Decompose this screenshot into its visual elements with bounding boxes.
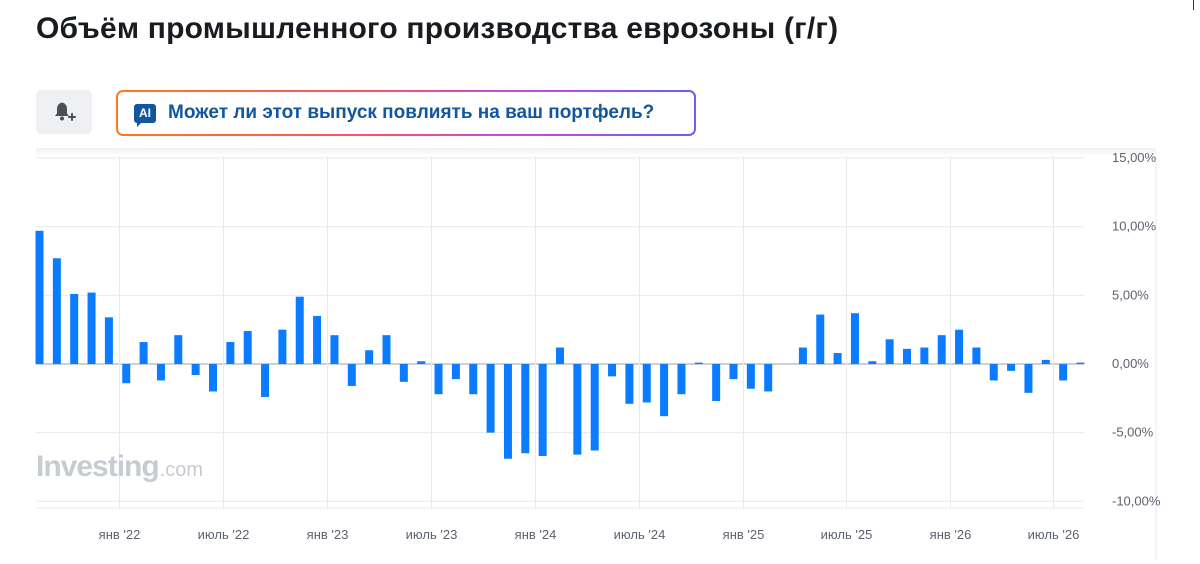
bar[interactable]: [608, 364, 617, 377]
bar[interactable]: [903, 348, 911, 364]
bar[interactable]: [399, 364, 408, 382]
x-tick-label: июль '22: [198, 527, 250, 542]
bar[interactable]: [122, 364, 131, 384]
bar[interactable]: [243, 331, 252, 364]
bar[interactable]: [955, 329, 964, 364]
bar[interactable]: [191, 364, 200, 375]
y-tick-label: 5,00%: [1112, 287, 1149, 302]
x-tick-label: июль '23: [406, 527, 458, 542]
x-axis-labels: янв '22 июль '22 янв '23 июль '23 янв '24 июл…: [99, 527, 1080, 542]
y-tick-label: -10,00%: [1112, 493, 1161, 508]
bar[interactable]: [920, 347, 929, 364]
bar[interactable]: [746, 364, 755, 389]
x-tick-label: янв '26: [930, 527, 972, 542]
bar[interactable]: [538, 364, 547, 456]
x-tick-label: янв '25: [723, 527, 765, 542]
ai-portfolio-prompt[interactable]: AI Может ли этот выпуск повлиять на ваш …: [116, 90, 696, 136]
bar[interactable]: [261, 364, 270, 397]
create-alert-button[interactable]: [36, 90, 92, 134]
y-tick-label: 10,00%: [1112, 219, 1157, 234]
x-tick-label: июль '26: [1028, 527, 1080, 542]
x-tick-label: июль '25: [821, 527, 873, 542]
bar[interactable]: [1041, 359, 1050, 364]
bar[interactable]: [1076, 362, 1085, 364]
bar[interactable]: [156, 364, 165, 381]
bar[interactable]: [174, 335, 183, 364]
bar[interactable]: [590, 364, 599, 451]
bar[interactable]: [295, 296, 304, 364]
bar[interactable]: [729, 364, 738, 380]
bar[interactable]: [1007, 364, 1016, 371]
grid-lines: [36, 156, 1157, 560]
bar[interactable]: [486, 364, 495, 433]
bar[interactable]: [503, 364, 512, 459]
bar[interactable]: [278, 329, 287, 364]
x-tick-label: янв '24: [515, 527, 557, 542]
bar[interactable]: [850, 313, 859, 364]
bar[interactable]: [347, 364, 356, 386]
bar[interactable]: [70, 293, 79, 364]
bar[interactable]: [833, 353, 842, 364]
bar[interactable]: [521, 364, 530, 454]
bar[interactable]: [712, 364, 721, 402]
bar[interactable]: [573, 364, 582, 455]
bar[interactable]: [556, 347, 564, 364]
bar[interactable]: [625, 364, 634, 404]
bar[interactable]: [139, 342, 148, 364]
bar[interactable]: [937, 335, 946, 364]
bar[interactable]: [677, 364, 686, 395]
bar[interactable]: [694, 362, 703, 364]
bar[interactable]: [1024, 364, 1033, 393]
bars: [35, 230, 1085, 459]
chart-top-shadow: [36, 148, 1156, 156]
bar[interactable]: [434, 364, 443, 395]
bar[interactable]: [87, 292, 96, 364]
y-axis-labels: 15,00% 10,00% 5,00% 0,00% -5,00% -10,00%: [1112, 150, 1161, 508]
bar[interactable]: [816, 314, 825, 364]
page-title: Объём промышленного производства еврозон…: [36, 12, 839, 45]
ai-portfolio-link[interactable]: AI Может ли этот выпуск повлиять на ваш …: [118, 92, 694, 134]
bar[interactable]: [313, 315, 322, 364]
bar[interactable]: [469, 364, 478, 395]
bar[interactable]: [798, 347, 807, 364]
corner-divider: [1193, 0, 1194, 10]
bar[interactable]: [868, 361, 877, 364]
bar[interactable]: [382, 335, 391, 364]
bar[interactable]: [1059, 364, 1068, 381]
bar[interactable]: [226, 342, 235, 364]
y-tick-label: -5,00%: [1112, 425, 1154, 440]
ai-prompt-label: Может ли этот выпуск повлиять на ваш пор…: [168, 102, 655, 123]
y-tick-label: 0,00%: [1112, 356, 1149, 371]
bar[interactable]: [451, 364, 460, 380]
bar[interactable]: [660, 364, 669, 417]
bar[interactable]: [35, 230, 44, 364]
y-tick-label: 15,00%: [1112, 150, 1157, 165]
bar[interactable]: [972, 347, 981, 364]
investing-watermark-logo: Investing .com: [36, 450, 204, 483]
ai-badge-icon: AI: [134, 103, 156, 127]
bell-plus-icon: [55, 102, 76, 121]
bar[interactable]: [330, 335, 339, 364]
x-tick-label: июль '24: [614, 527, 666, 542]
bar[interactable]: [104, 317, 113, 364]
bar[interactable]: [642, 364, 651, 403]
bar[interactable]: [417, 361, 426, 364]
bar[interactable]: [209, 364, 217, 392]
x-tick-label: янв '22: [99, 527, 141, 542]
bar[interactable]: [885, 339, 894, 364]
x-tick-label: янв '23: [307, 527, 349, 542]
bar[interactable]: [989, 364, 998, 381]
bar[interactable]: [52, 258, 61, 364]
bar[interactable]: [365, 350, 374, 364]
bar[interactable]: [764, 364, 773, 392]
